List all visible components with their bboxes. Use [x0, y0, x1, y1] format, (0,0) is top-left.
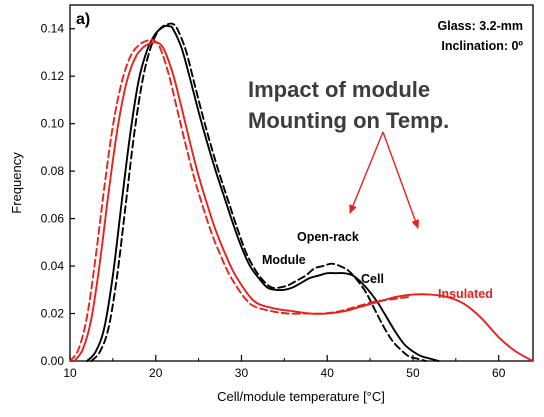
series-open-rack-cell-solid: [86, 24, 440, 362]
x-tick-label: 60: [492, 366, 506, 380]
y-tick-label: 0.06: [41, 212, 65, 226]
y-tick-label: 0.04: [41, 259, 65, 273]
y-tick-label: 0.12: [41, 69, 65, 83]
y-tick-label: 0.10: [41, 117, 65, 131]
series-open-rack-module-dashed: [90, 22, 427, 362]
label-open-rack: Open-rack: [297, 230, 359, 244]
series-insulated-module-dashed: [69, 38, 410, 362]
x-tick-label: 20: [149, 366, 163, 380]
glass-info-text: Glass: 3.2-mm: [438, 19, 523, 33]
y-axis-ticks: 0.00 0.02 0.04 0.06 0.08 0.10 0.12 0.14: [41, 22, 75, 368]
y-tick-label: 0.00: [41, 354, 65, 368]
series-insulated-cell-solid: [73, 41, 534, 362]
label-cell: Cell: [361, 272, 384, 286]
headline-line-1: Impact of module: [248, 77, 430, 102]
inclination-info-text: Inclination: 0º: [441, 39, 523, 53]
y-tick-label: 0.14: [41, 22, 65, 36]
x-tick-label: 10: [63, 366, 77, 380]
y-tick-label: 0.08: [41, 164, 65, 178]
label-module: Module: [262, 253, 306, 267]
panel-label: a): [76, 11, 90, 28]
x-tick-label: 30: [235, 366, 249, 380]
series-layer: [69, 22, 534, 362]
plot-frame: [69, 4, 534, 362]
arrow-to-open-rack: [349, 131, 384, 214]
y-tick-label: 0.02: [41, 307, 65, 321]
x-axis-label: Cell/module temperature [°C]: [217, 389, 385, 404]
arrow-to-insulated: [382, 131, 420, 229]
x-tick-label: 40: [321, 366, 335, 380]
x-axis-ticks: 10 20 30 40 50 60: [63, 355, 506, 380]
x-tick-label: 50: [406, 366, 420, 380]
y-axis-label: Frequency: [9, 152, 24, 214]
label-insulated: Insulated: [438, 287, 493, 301]
headline-line-2: Mounting on Temp.: [248, 108, 449, 133]
